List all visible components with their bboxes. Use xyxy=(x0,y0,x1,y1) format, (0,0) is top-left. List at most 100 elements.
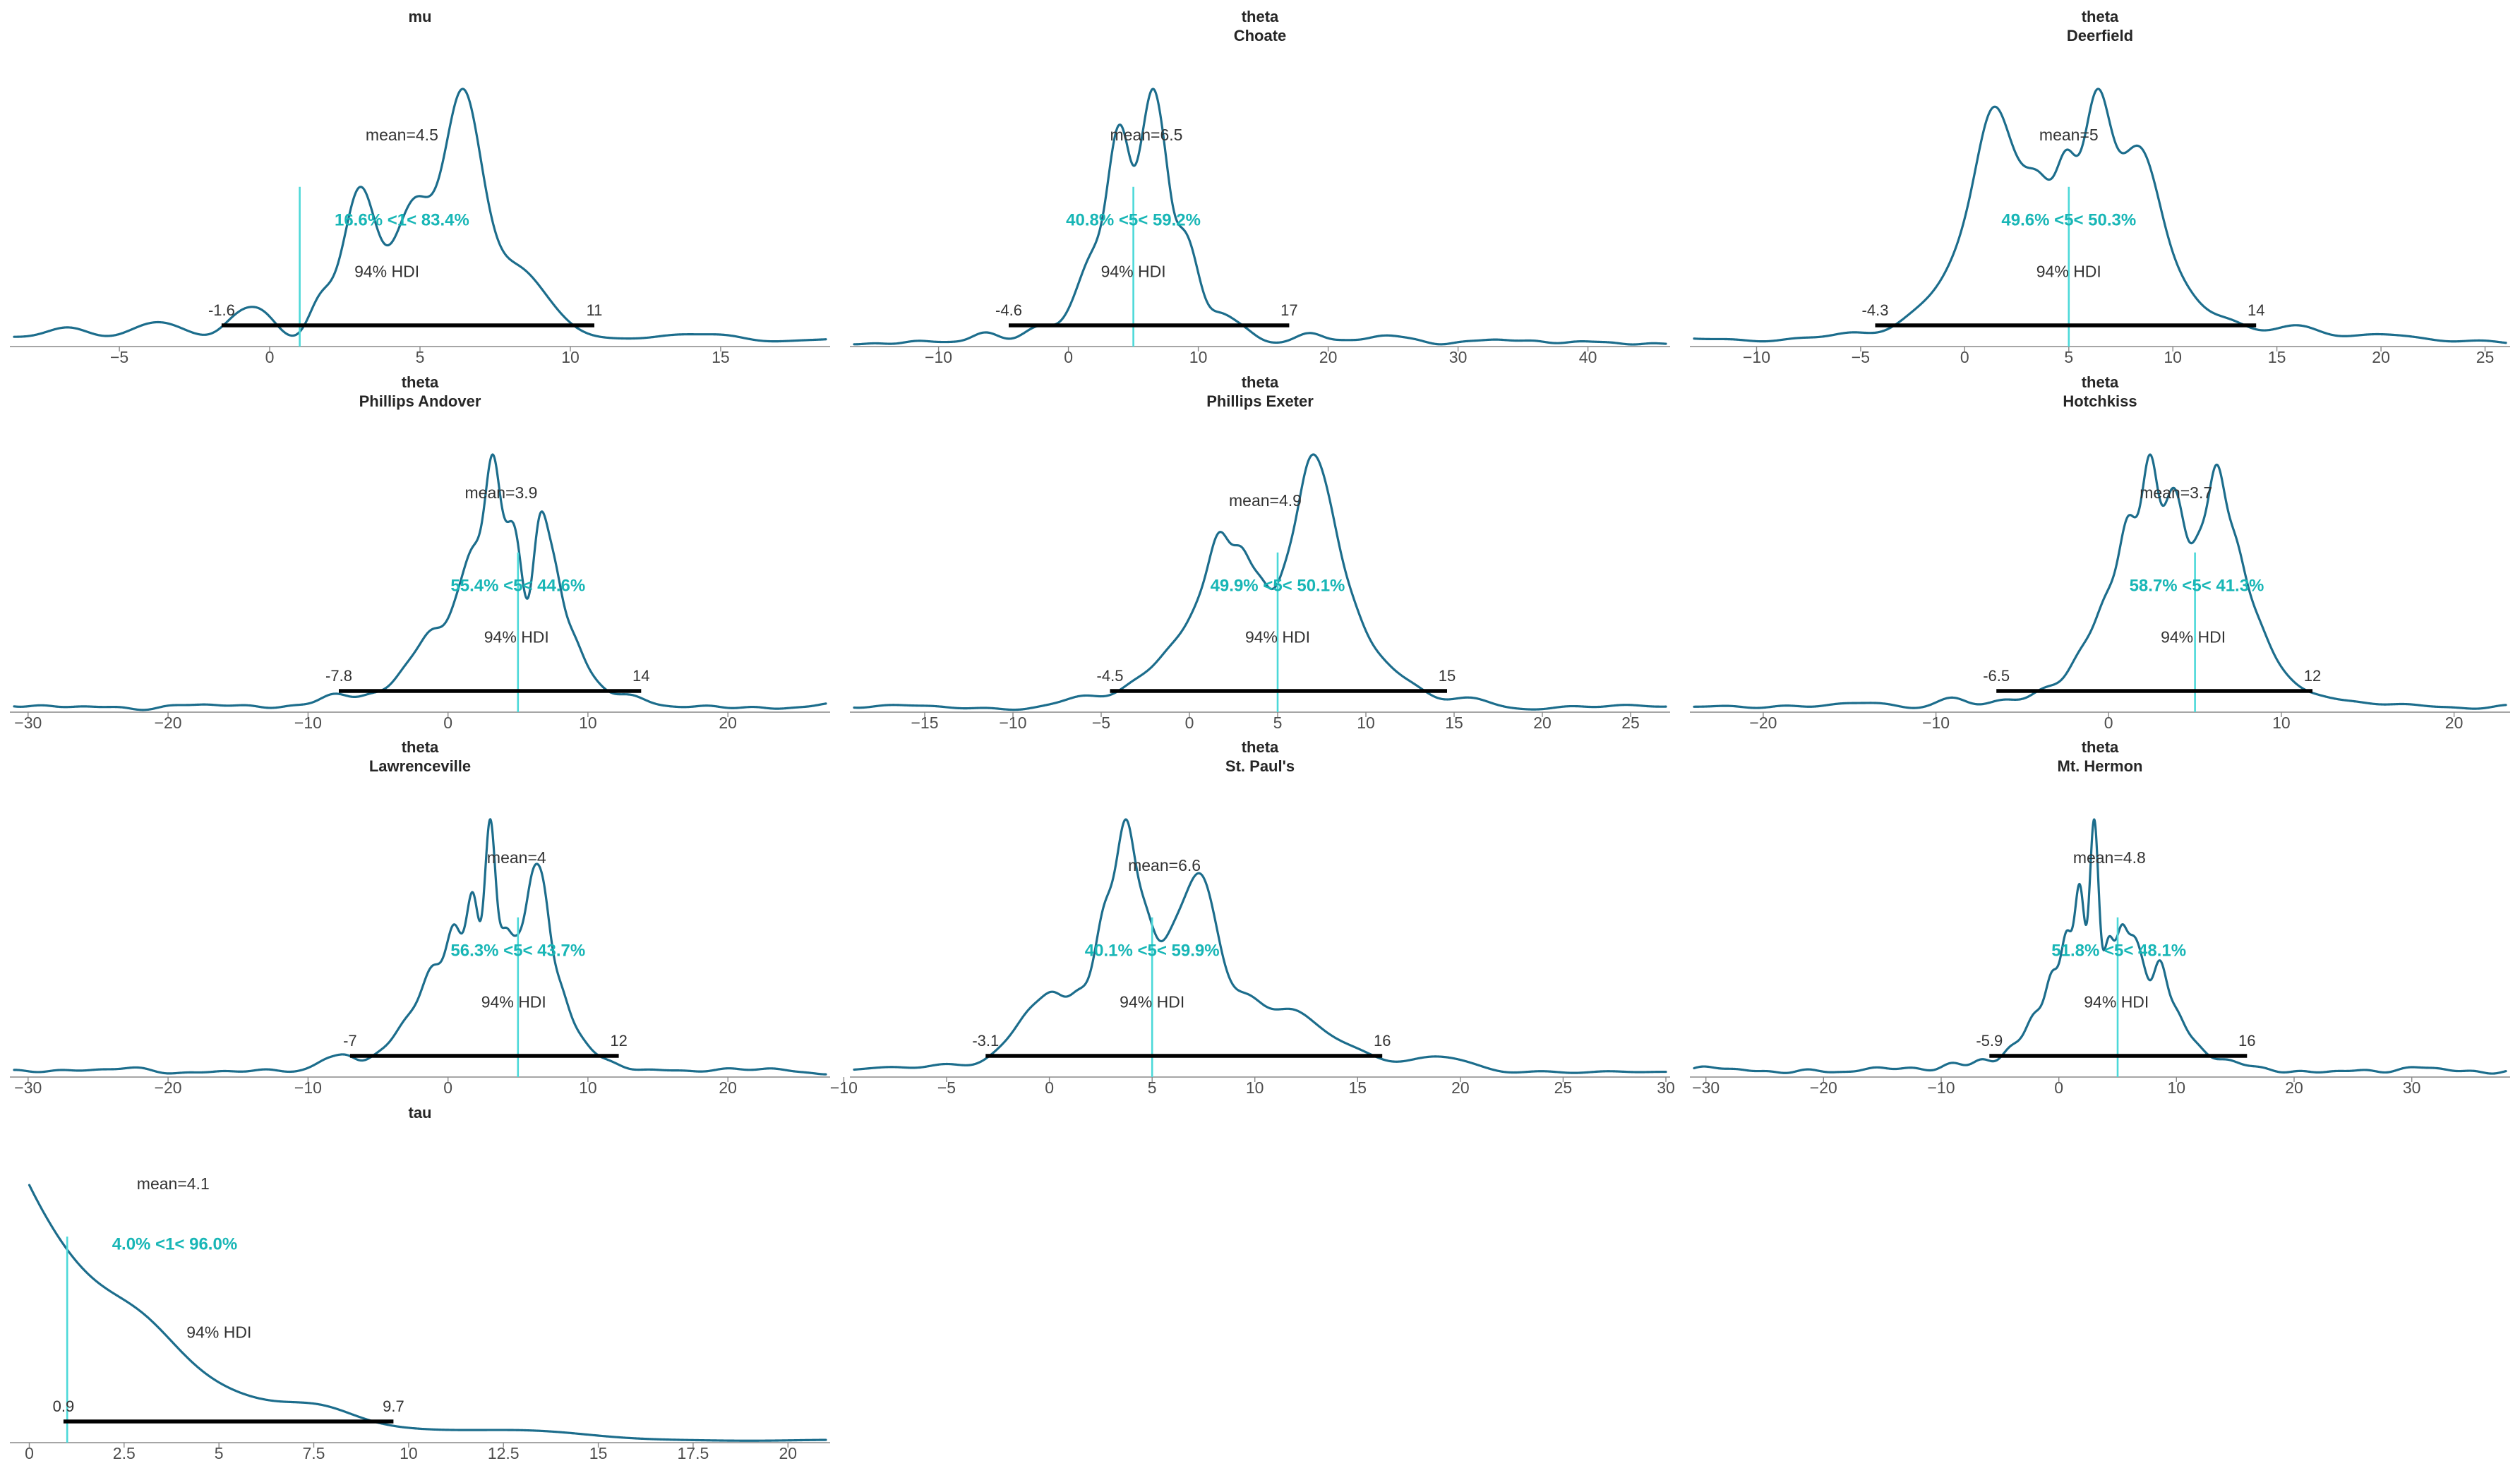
svg-text:15: 15 xyxy=(712,348,730,366)
svg-text:10: 10 xyxy=(2168,1078,2186,1097)
svg-text:14: 14 xyxy=(2248,301,2264,319)
svg-text:20: 20 xyxy=(719,714,737,732)
svg-text:94% HDI: 94% HDI xyxy=(1101,262,1166,280)
svg-text:−10: −10 xyxy=(294,714,322,732)
svg-text:25: 25 xyxy=(2476,348,2495,366)
svg-text:−20: −20 xyxy=(1749,714,1777,732)
svg-text:49.6% <5< 50.3%: 49.6% <5< 50.3% xyxy=(2001,211,2136,230)
svg-text:5: 5 xyxy=(215,1444,224,1461)
svg-text:10: 10 xyxy=(1357,714,1375,732)
svg-text:−10: −10 xyxy=(1927,1078,1955,1097)
svg-text:94% HDI: 94% HDI xyxy=(1120,992,1184,1011)
svg-text:−30: −30 xyxy=(14,714,42,732)
svg-text:−10: −10 xyxy=(925,348,952,366)
svg-text:−5: −5 xyxy=(1092,714,1110,732)
svg-text:16.6% <1< 83.4%: 16.6% <1< 83.4% xyxy=(335,211,469,230)
svg-text:30: 30 xyxy=(1657,1078,1675,1097)
svg-text:17.5: 17.5 xyxy=(678,1444,709,1461)
svg-text:-4.6: -4.6 xyxy=(995,301,1022,319)
svg-text:94% HDI: 94% HDI xyxy=(1245,627,1310,646)
svg-text:10: 10 xyxy=(1246,1078,1264,1097)
svg-text:16: 16 xyxy=(1374,1032,1391,1050)
svg-text:0: 0 xyxy=(25,1444,34,1461)
svg-text:-6.5: -6.5 xyxy=(1983,667,2010,685)
svg-text:20: 20 xyxy=(2372,348,2390,366)
svg-text:mean=6.6: mean=6.6 xyxy=(1128,856,1201,874)
svg-text:5: 5 xyxy=(416,348,425,366)
svg-text:0: 0 xyxy=(1045,1078,1054,1097)
svg-text:20: 20 xyxy=(2445,714,2464,732)
svg-text:mean=6.5: mean=6.5 xyxy=(1110,126,1183,144)
svg-text:2.5: 2.5 xyxy=(113,1444,136,1461)
svg-text:mean=4.1: mean=4.1 xyxy=(137,1174,210,1193)
svg-text:−10: −10 xyxy=(294,1078,322,1097)
svg-text:10: 10 xyxy=(579,714,597,732)
svg-text:94% HDI: 94% HDI xyxy=(2161,627,2226,646)
svg-text:-1.6: -1.6 xyxy=(208,301,235,319)
svg-text:20: 20 xyxy=(719,1078,737,1097)
svg-text:10: 10 xyxy=(2272,714,2291,732)
svg-text:51.8% <5< 48.1%: 51.8% <5< 48.1% xyxy=(2051,942,2186,961)
svg-text:−15: −15 xyxy=(911,714,938,732)
svg-text:40.8% <5< 59.2%: 40.8% <5< 59.2% xyxy=(1066,211,1201,230)
svg-text:10: 10 xyxy=(579,1078,597,1097)
svg-text:mean=4.5: mean=4.5 xyxy=(366,126,438,144)
svg-text:-3.1: -3.1 xyxy=(972,1032,999,1050)
svg-text:15: 15 xyxy=(589,1444,608,1461)
svg-text:4.0% <1< 96.0%: 4.0% <1< 96.0% xyxy=(112,1234,237,1253)
svg-text:10: 10 xyxy=(561,348,580,366)
svg-text:-7.8: -7.8 xyxy=(325,667,352,685)
svg-text:0: 0 xyxy=(443,1078,452,1097)
svg-text:−30: −30 xyxy=(14,1078,42,1097)
svg-text:5: 5 xyxy=(1148,1078,1157,1097)
svg-text:49.9% <5< 50.1%: 49.9% <5< 50.1% xyxy=(1211,576,1345,595)
svg-text:0: 0 xyxy=(265,348,275,366)
svg-text:94% HDI: 94% HDI xyxy=(186,1323,251,1341)
svg-text:mean=3.7: mean=3.7 xyxy=(2140,483,2212,502)
svg-text:−20: −20 xyxy=(155,714,182,732)
svg-text:-5.9: -5.9 xyxy=(1976,1032,2003,1050)
svg-text:−10: −10 xyxy=(830,1078,858,1097)
svg-text:mean=3.9: mean=3.9 xyxy=(465,483,538,502)
svg-text:−10: −10 xyxy=(999,714,1026,732)
svg-text:10: 10 xyxy=(2164,348,2182,366)
svg-text:0: 0 xyxy=(2104,714,2113,732)
svg-text:94% HDI: 94% HDI xyxy=(354,262,419,280)
svg-text:−10: −10 xyxy=(1743,348,1770,366)
svg-text:0: 0 xyxy=(1064,348,1073,366)
svg-text:55.4% <5< 44.6%: 55.4% <5< 44.6% xyxy=(450,576,585,595)
svg-text:58.7% <5< 41.3%: 58.7% <5< 41.3% xyxy=(2130,576,2264,595)
svg-text:5: 5 xyxy=(2064,348,2073,366)
svg-text:−10: −10 xyxy=(1922,714,1950,732)
svg-text:40.1% <5< 59.9%: 40.1% <5< 59.9% xyxy=(1085,942,1220,961)
svg-text:25: 25 xyxy=(1554,1078,1573,1097)
svg-text:16: 16 xyxy=(2238,1032,2255,1050)
svg-text:mean=4.8: mean=4.8 xyxy=(2073,848,2146,867)
svg-text:0: 0 xyxy=(443,714,452,732)
svg-text:12: 12 xyxy=(2304,667,2321,685)
svg-text:30: 30 xyxy=(2403,1078,2421,1097)
svg-text:10: 10 xyxy=(400,1444,418,1461)
svg-text:−30: −30 xyxy=(1692,1078,1720,1097)
svg-text:94% HDI: 94% HDI xyxy=(481,992,546,1011)
svg-text:mean=4.9: mean=4.9 xyxy=(1229,491,1302,510)
svg-text:mean=4: mean=4 xyxy=(487,848,546,867)
svg-text:20: 20 xyxy=(779,1444,798,1461)
svg-text:mean=5: mean=5 xyxy=(2039,126,2099,144)
svg-text:15: 15 xyxy=(1349,1078,1367,1097)
svg-text:0: 0 xyxy=(1185,714,1194,732)
svg-text:40: 40 xyxy=(1579,348,1597,366)
svg-text:0: 0 xyxy=(1960,348,1969,366)
svg-text:15: 15 xyxy=(1439,667,1456,685)
svg-text:−5: −5 xyxy=(937,1078,956,1097)
svg-text:94% HDI: 94% HDI xyxy=(484,627,549,646)
svg-text:5: 5 xyxy=(1273,714,1283,732)
svg-text:−5: −5 xyxy=(1852,348,1870,366)
svg-text:7.5: 7.5 xyxy=(303,1444,325,1461)
svg-text:10: 10 xyxy=(1189,348,1208,366)
svg-text:−20: −20 xyxy=(1810,1078,1837,1097)
svg-text:−20: −20 xyxy=(155,1078,182,1097)
svg-text:94% HDI: 94% HDI xyxy=(2036,262,2101,280)
svg-text:94% HDI: 94% HDI xyxy=(2084,992,2149,1011)
svg-text:17: 17 xyxy=(1280,301,1297,319)
